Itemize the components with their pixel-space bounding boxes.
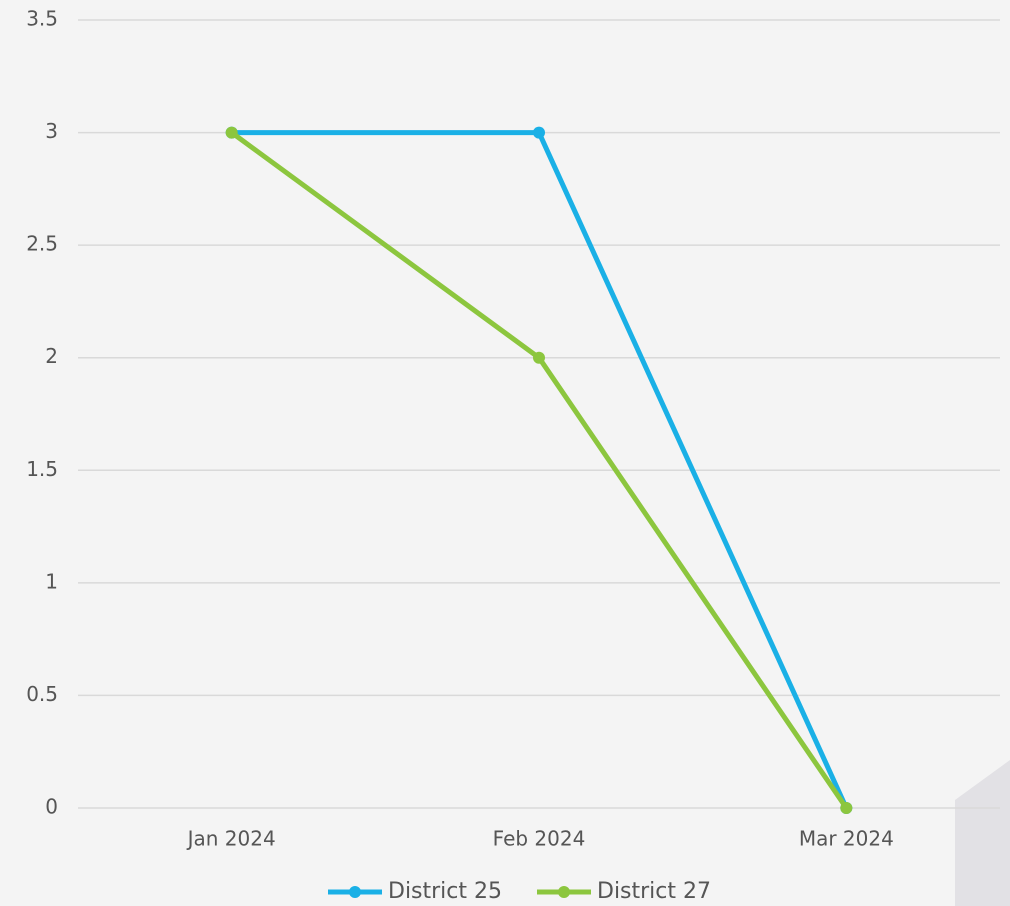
y-tick-label: 3.5	[26, 7, 58, 31]
x-tick-label: Mar 2024	[799, 827, 894, 851]
y-tick-label: 0	[45, 795, 58, 819]
y-tick-label: 2	[45, 344, 58, 368]
point-marker	[533, 126, 545, 139]
x-tick-label: Jan 2024	[186, 827, 276, 851]
legend-marker	[558, 886, 570, 898]
y-tick-label: 1	[45, 569, 58, 593]
y-tick-label: 3	[45, 119, 58, 143]
point-marker	[225, 126, 238, 139]
point-marker	[840, 802, 853, 814]
y-tick-label: 0.5	[26, 682, 58, 706]
legend-label: District 27	[597, 879, 711, 904]
decorative-shape	[955, 760, 1010, 906]
y-tick-label: 1.5	[26, 457, 58, 481]
legend-marker	[349, 886, 361, 898]
point-marker	[533, 351, 545, 364]
legend-label: District 25	[388, 879, 502, 904]
x-tick-label: Feb 2024	[493, 827, 586, 851]
y-tick-label: 2.5	[26, 232, 58, 256]
